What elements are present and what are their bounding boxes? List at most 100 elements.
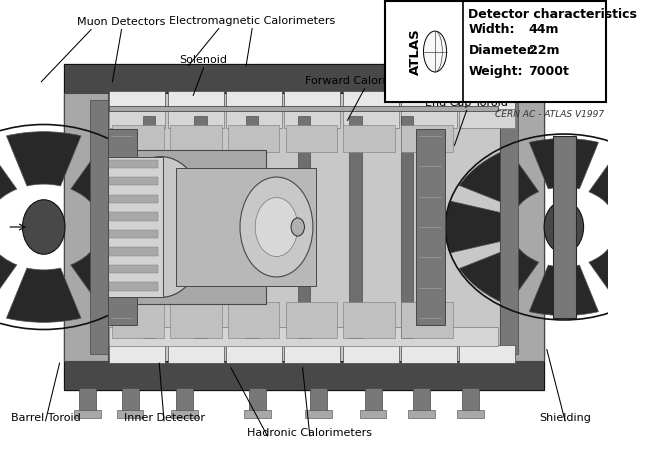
Ellipse shape bbox=[240, 177, 313, 277]
Bar bbox=[109, 282, 158, 291]
Bar bbox=[107, 129, 136, 325]
Text: 7000t: 7000t bbox=[529, 65, 569, 78]
Bar bbox=[117, 410, 144, 418]
Ellipse shape bbox=[424, 31, 447, 72]
Text: CERN AC - ATLAS V1997: CERN AC - ATLAS V1997 bbox=[496, 110, 604, 119]
Text: Electromagnetic Calorimeters: Electromagnetic Calorimeters bbox=[169, 16, 335, 26]
Bar bbox=[285, 302, 337, 338]
Bar bbox=[176, 388, 193, 413]
Bar bbox=[109, 160, 158, 168]
Wedge shape bbox=[529, 265, 598, 316]
Bar bbox=[416, 129, 445, 325]
Bar bbox=[64, 64, 544, 390]
Bar bbox=[108, 157, 163, 297]
Bar bbox=[109, 327, 498, 346]
Bar bbox=[401, 125, 453, 152]
Bar bbox=[121, 388, 138, 413]
Ellipse shape bbox=[114, 157, 208, 297]
Bar bbox=[343, 302, 395, 338]
Text: ATLAS: ATLAS bbox=[409, 28, 422, 75]
Bar bbox=[249, 388, 266, 413]
Text: Inner Detector: Inner Detector bbox=[123, 413, 204, 423]
Bar bbox=[113, 302, 164, 338]
Bar bbox=[285, 125, 337, 152]
Text: Hadronic Calorimeters: Hadronic Calorimeters bbox=[247, 428, 372, 438]
Text: 44m: 44m bbox=[529, 23, 559, 36]
Bar bbox=[310, 388, 327, 413]
Bar bbox=[167, 109, 223, 128]
Bar bbox=[343, 345, 399, 363]
Bar bbox=[113, 125, 164, 152]
Bar bbox=[284, 109, 340, 128]
Bar bbox=[401, 345, 457, 363]
Ellipse shape bbox=[22, 200, 65, 254]
Bar bbox=[90, 100, 107, 354]
Bar bbox=[167, 345, 223, 363]
Bar bbox=[305, 410, 331, 418]
Bar bbox=[343, 125, 395, 152]
Text: Weight:: Weight: bbox=[469, 65, 523, 78]
Wedge shape bbox=[445, 201, 513, 253]
Bar bbox=[459, 91, 515, 109]
Text: Shielding: Shielding bbox=[539, 413, 591, 423]
Bar bbox=[226, 91, 282, 109]
Bar bbox=[109, 178, 158, 186]
Bar bbox=[401, 91, 457, 109]
Bar bbox=[457, 410, 484, 418]
Text: Barrel Toroid: Barrel Toroid bbox=[11, 413, 80, 423]
Bar bbox=[500, 93, 544, 361]
Wedge shape bbox=[615, 201, 659, 253]
Bar bbox=[74, 410, 101, 418]
Wedge shape bbox=[0, 247, 16, 311]
Bar bbox=[409, 410, 435, 418]
Wedge shape bbox=[99, 199, 171, 255]
Bar bbox=[228, 302, 279, 338]
Bar bbox=[194, 116, 206, 338]
Bar bbox=[386, 1, 606, 102]
Text: Diameter:: Diameter: bbox=[469, 44, 539, 57]
Ellipse shape bbox=[544, 201, 584, 253]
Bar bbox=[226, 345, 282, 363]
Bar bbox=[109, 109, 165, 128]
Bar bbox=[553, 136, 576, 318]
Ellipse shape bbox=[255, 197, 298, 257]
Text: Forward Calorimeters: Forward Calorimeters bbox=[304, 76, 424, 86]
Wedge shape bbox=[7, 132, 81, 186]
Bar bbox=[360, 410, 386, 418]
Bar bbox=[401, 116, 413, 338]
Bar bbox=[79, 388, 96, 413]
Wedge shape bbox=[459, 246, 539, 305]
Bar bbox=[109, 345, 165, 363]
Bar bbox=[401, 109, 457, 128]
Bar bbox=[459, 345, 515, 363]
Bar bbox=[462, 388, 479, 413]
Bar bbox=[349, 116, 362, 338]
Bar bbox=[170, 302, 222, 338]
Wedge shape bbox=[71, 247, 156, 311]
Wedge shape bbox=[529, 138, 598, 189]
Bar bbox=[167, 91, 223, 109]
Text: Width:: Width: bbox=[469, 23, 515, 36]
Bar bbox=[401, 302, 453, 338]
Bar bbox=[109, 195, 158, 203]
Bar bbox=[244, 410, 271, 418]
Bar bbox=[459, 109, 515, 128]
Bar bbox=[284, 91, 340, 109]
Bar bbox=[298, 116, 310, 338]
Text: Muon Detectors: Muon Detectors bbox=[77, 17, 165, 27]
Bar bbox=[64, 361, 544, 390]
Text: End Cap Toroid: End Cap Toroid bbox=[425, 98, 508, 108]
Bar bbox=[284, 345, 340, 363]
Bar bbox=[343, 91, 399, 109]
Bar bbox=[170, 125, 222, 152]
Bar bbox=[226, 109, 282, 128]
Bar bbox=[64, 64, 544, 93]
Bar bbox=[109, 230, 158, 238]
Bar bbox=[171, 410, 198, 418]
Wedge shape bbox=[0, 143, 16, 207]
Bar bbox=[108, 150, 266, 304]
Bar bbox=[364, 388, 382, 413]
Wedge shape bbox=[7, 268, 81, 322]
Wedge shape bbox=[589, 149, 659, 208]
Bar bbox=[109, 106, 498, 111]
